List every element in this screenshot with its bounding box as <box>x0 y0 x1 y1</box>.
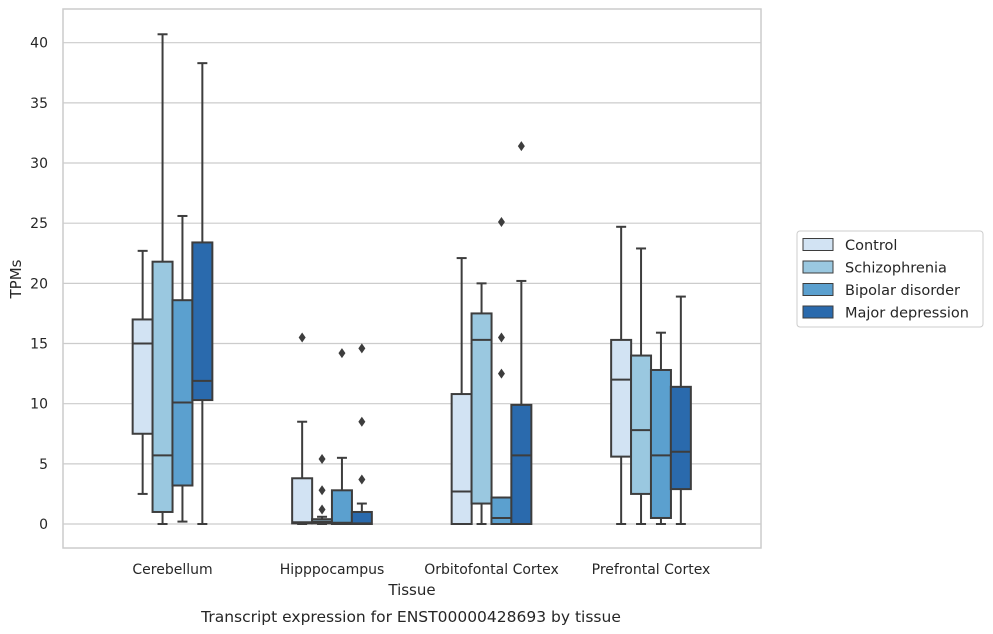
outlier-point <box>497 216 505 227</box>
y-tick-label: 10 <box>30 397 48 413</box>
box-iqr <box>291 477 314 525</box>
plot-frame <box>62 8 762 549</box>
legend-label: Schizophrenia <box>845 261 947 277</box>
box-iqr <box>630 354 653 495</box>
box-bipolar-disorder <box>171 214 194 523</box>
legend: Control Schizophrenia Bipolar disorder Majo… <box>796 230 984 328</box>
box-control <box>450 257 473 526</box>
box-schizophrenia <box>470 282 493 525</box>
y-tick-label: 15 <box>30 337 48 353</box>
legend-swatch <box>802 238 834 251</box>
box-bipolar-disorder <box>490 216 513 526</box>
box-major-depression <box>191 62 214 525</box>
x-tick-labels: Cerebellum Hipppocampus Orbitofontal Corte… <box>132 562 710 578</box>
box-schizophrenia <box>630 247 653 525</box>
box-iqr <box>610 338 633 458</box>
legend-label: Control <box>845 238 897 254</box>
outlier-point <box>318 454 326 465</box>
outlier-point <box>497 368 505 379</box>
outlier-point <box>358 474 366 485</box>
y-tick-labels: 0 5 10 15 20 25 30 35 40 <box>30 36 48 533</box>
box-bipolar-disorder <box>330 348 353 525</box>
y-tick-label: 25 <box>30 216 48 232</box>
x-axis-label: Tissue <box>387 581 435 599</box>
y-tick-label: 0 <box>39 517 48 533</box>
legend-swatch <box>802 260 834 274</box>
box-iqr <box>490 496 513 526</box>
box-iqr <box>151 260 174 513</box>
box-bipolar-disorder <box>649 331 672 525</box>
box-layer <box>131 33 692 526</box>
box-major-depression <box>350 343 373 525</box>
box-iqr <box>350 510 373 525</box>
legend-label: Bipolar disorder <box>845 283 960 299</box>
box-schizophrenia <box>151 33 174 525</box>
legend-items: Control Schizophrenia Bipolar disorder Majo… <box>802 238 969 322</box>
box-iqr <box>649 368 672 519</box>
outlier-point <box>517 141 525 152</box>
legend-frame <box>796 230 984 328</box>
outlier-point <box>298 332 306 343</box>
y-tick-label: 40 <box>30 36 48 52</box>
box-schizophrenia <box>311 454 334 525</box>
y-tick-label: 35 <box>30 96 48 112</box>
box-iqr <box>191 241 214 402</box>
outlier-point <box>497 332 505 343</box>
outlier-point <box>338 348 346 359</box>
box-iqr <box>669 385 692 491</box>
box-major-depression <box>669 295 692 525</box>
x-tick-label: Prefrontal Cortex <box>592 562 711 578</box>
legend-label: Major depression <box>845 306 969 322</box>
box-iqr <box>450 393 473 526</box>
box-iqr <box>131 318 154 435</box>
outlier-point <box>358 416 366 427</box>
box-iqr <box>171 299 194 487</box>
x-tick-label: Cerebellum <box>132 562 212 578</box>
y-tick-label: 5 <box>39 457 48 473</box>
y-tick-label: 30 <box>30 156 48 172</box>
box-iqr <box>470 312 493 505</box>
box-control <box>291 332 314 525</box>
y-tick-label: 20 <box>30 276 48 292</box>
legend-swatch <box>802 305 834 319</box>
box-control <box>131 249 154 495</box>
outlier-point <box>318 504 326 515</box>
box-major-depression <box>510 141 533 525</box>
legend-swatch <box>802 283 834 296</box>
box-iqr <box>330 489 353 525</box>
x-tick-label: Hipppocampus <box>280 562 385 578</box>
outlier-point <box>318 485 326 496</box>
x-tick-label: Orbitofontal Cortex <box>424 562 559 578</box>
box-iqr <box>510 403 533 525</box>
box-control <box>610 225 633 525</box>
y-axis-label: TPMs <box>7 259 25 299</box>
chart-caption: Transcript expression for ENST0000042869… <box>200 608 621 626</box>
outlier-point <box>358 343 366 354</box>
